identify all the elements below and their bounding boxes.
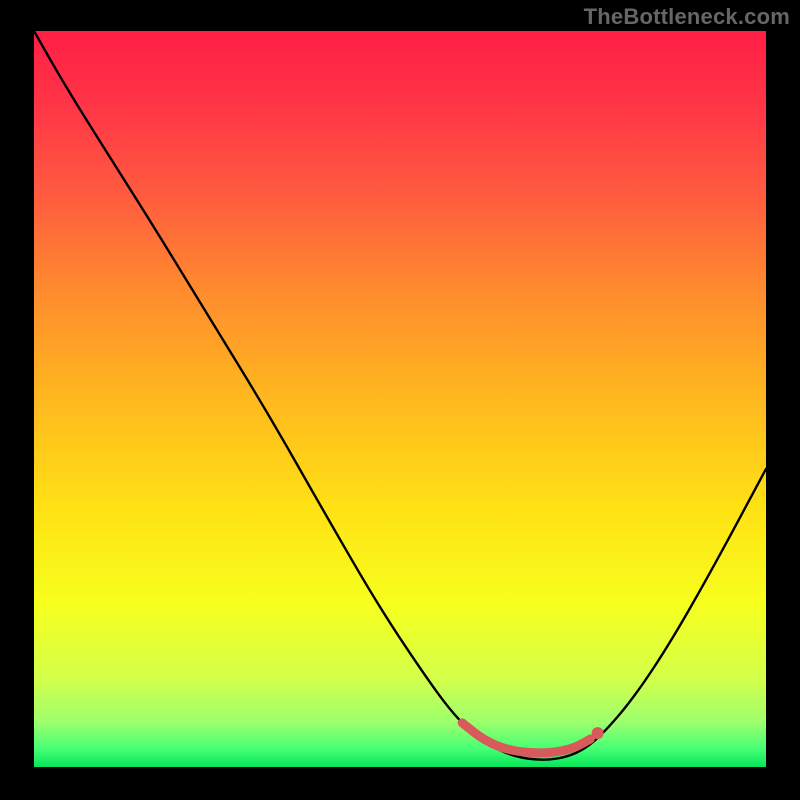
bottleneck-gradient-chart — [0, 0, 800, 800]
bottleneck-trough-end-dot — [592, 727, 604, 739]
chart-container: TheBottleneck.com — [0, 0, 800, 800]
watermark-text: TheBottleneck.com — [584, 4, 790, 30]
chart-plot-background — [34, 31, 766, 767]
